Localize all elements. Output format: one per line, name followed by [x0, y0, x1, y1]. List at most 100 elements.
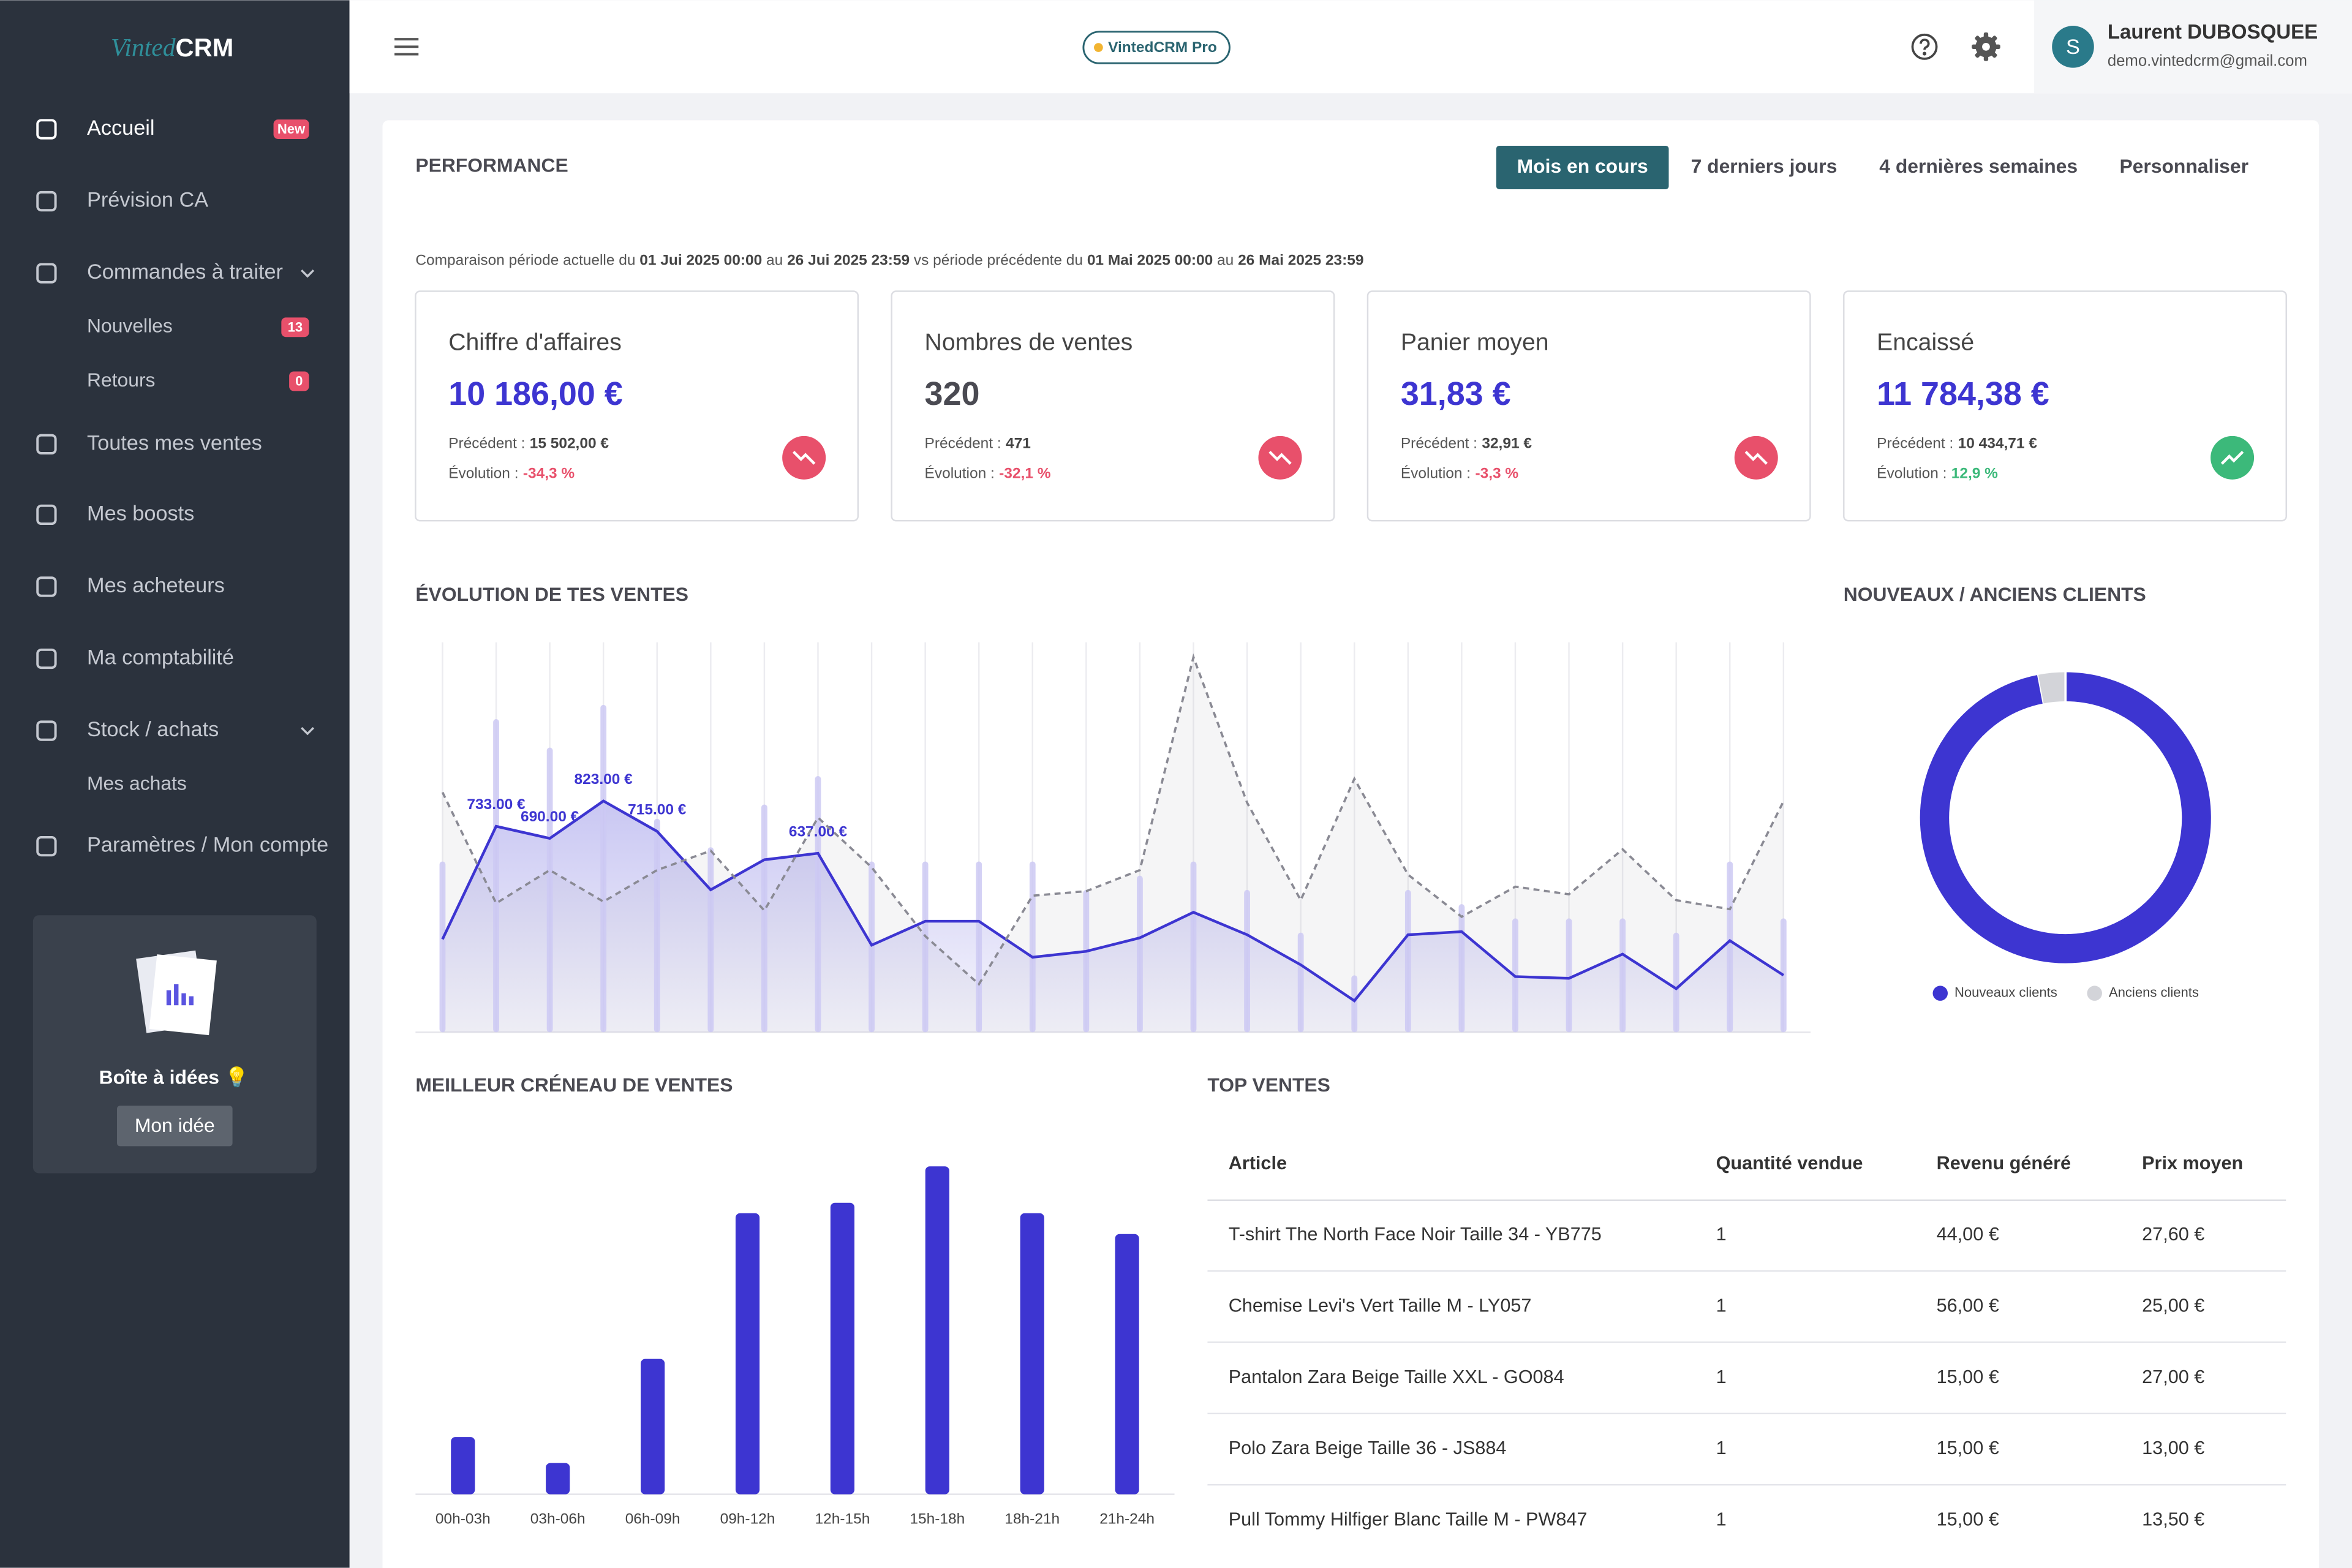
trend-arrow [792, 450, 816, 465]
menu-item[interactable]: Prévision CA [36, 189, 208, 212]
menu-icon [36, 504, 57, 526]
menu-icon [36, 119, 57, 140]
menu-item[interactable]: Nouvelles 13 [87, 315, 309, 337]
idea-button-label[interactable]: Mon idée [135, 1114, 215, 1136]
trend-arrow [1744, 450, 1768, 465]
table-header: Quantité vendue [1716, 1153, 1863, 1174]
tab-active[interactable] [1496, 145, 1669, 189]
user-name: Laurent DUBOSQUEE [2108, 21, 2318, 43]
plan-label: VintedCRM Pro [1108, 39, 1217, 56]
tab[interactable]: Mois en cours [1517, 155, 1648, 177]
menu-item[interactable]: Commandes à traiter [36, 260, 315, 284]
kpi-previous: Précédent : 15 502,00 € [448, 435, 609, 452]
menu-item[interactable]: Ma comptabilité [36, 646, 234, 669]
main-card [382, 120, 2320, 1568]
tab[interactable]: 4 dernières semaines [1879, 155, 2078, 177]
menu-item[interactable]: Mes boosts [36, 502, 194, 526]
comparison-part: 01 Mai 2025 00:00 [1087, 252, 1213, 269]
idea-box [32, 915, 317, 1174]
bar [735, 1213, 760, 1494]
menu-item[interactable]: Toutes mes ventes [36, 431, 262, 454]
x-tick-label: 03h-06h [530, 1511, 586, 1528]
settings-icon[interactable] [1972, 32, 2000, 61]
kpi-evolution-value: -3,3 % [1475, 466, 1518, 482]
avatar[interactable] [2052, 26, 2094, 68]
menu-icon [36, 835, 57, 857]
kpi-evolution-value: -32,1 % [999, 466, 1051, 482]
table-cell: Polo Zara Beige Taille 36 - JS884 [1229, 1438, 1507, 1458]
table-cell: 13,00 € [2142, 1438, 2204, 1458]
menu-icon [36, 263, 57, 284]
table-cell: Pull Tommy Hilfiger Blanc Taille M - PW8… [1229, 1509, 1588, 1530]
bar [976, 861, 982, 1033]
kpi-evolution: Évolution : -32,1 % [925, 466, 1051, 482]
kpi-title: Encaissé [1877, 330, 1974, 356]
logo-brand: Vinted [111, 34, 176, 62]
menu-item[interactable]: Stock / achats [36, 718, 315, 741]
comparison: Comparaison période actuelle du 01 Jui 2… [415, 252, 1363, 269]
legend-item[interactable]: Nouveaux clients [1932, 984, 2057, 1001]
help-icon[interactable] [1911, 33, 1938, 60]
bar [925, 1166, 949, 1494]
menu-item[interactable]: Accueil New [36, 116, 309, 140]
section-title: NOUVEAUX / ANCIENS CLIENTS [1844, 583, 2146, 605]
menu-item[interactable]: Mes achats [87, 772, 187, 794]
bar [1351, 975, 1358, 1033]
menu-label: Nouvelles [87, 315, 173, 337]
x-tick-label: 15h-18h [910, 1511, 965, 1528]
kpi-card [1366, 290, 1811, 522]
kpi-previous-value: 10 434,71 € [1958, 435, 2038, 452]
table-cell: 15,00 € [1937, 1438, 1999, 1458]
idea-illustration [166, 990, 172, 1006]
data-label: 715.00 € [628, 801, 687, 818]
bar [1115, 1234, 1139, 1494]
table-cell: 56,00 € [1937, 1295, 1999, 1316]
menu-badge [273, 119, 309, 139]
bar [600, 704, 607, 1033]
line [441, 799, 1785, 1003]
table-cell: Pantalon Zara Beige Taille XXL - GO084 [1229, 1366, 1564, 1387]
chevron [301, 270, 315, 278]
bar [1190, 861, 1197, 1033]
bar [546, 747, 553, 1033]
menu-item[interactable]: Paramètres / Mon compte [36, 834, 328, 857]
table-cell: 1 [1716, 1366, 1727, 1387]
table-cell: T-shirt The North Face Noir Taille 34 - … [1229, 1224, 1602, 1245]
menu-item[interactable]: Retours 0 [87, 369, 309, 391]
comparison-part: au [762, 252, 787, 269]
tab[interactable]: Personnaliser [2119, 155, 2248, 177]
section-title: MEILLEUR CRÉNEAU DE VENTES [415, 1074, 733, 1096]
user-email: demo.vintedcrm@gmail.com [2108, 53, 2307, 70]
menu-icon [36, 434, 57, 454]
menu-badge-text: 13 [288, 319, 303, 334]
table-cell: 15,00 € [1937, 1366, 1999, 1387]
kpi-previous-label: Précédent : [925, 435, 1001, 452]
bar [707, 847, 714, 1033]
menu-label: Ma comptabilité [87, 646, 234, 669]
menu-label: Stock / achats [87, 718, 219, 741]
plan-dot [1094, 43, 1103, 52]
data-label: 690.00 € [521, 809, 579, 825]
kpi-previous: Précédent : 10 434,71 € [1877, 435, 2037, 452]
trend-arrow [1268, 450, 1292, 465]
menu-label: Toutes mes ventes [87, 431, 262, 454]
menu-item[interactable]: Mes acheteurs [36, 574, 225, 597]
comparison-part: au [1213, 252, 1238, 269]
idea-illustration [181, 993, 186, 1006]
menu-label: Commandes à traiter [87, 260, 283, 284]
idea-button[interactable] [117, 1106, 233, 1147]
data-label: 733.00 € [467, 796, 526, 813]
legend-swatch [2087, 986, 2102, 1001]
hamburger[interactable] [394, 38, 419, 56]
bar [1619, 918, 1626, 1033]
kpi-evolution: Évolution : -34,3 % [448, 466, 575, 482]
legend-item[interactable]: Anciens clients [2087, 984, 2199, 1001]
kpi-evolution-label: Évolution : [1401, 466, 1471, 482]
kpi-title: Nombres de ventes [925, 330, 1133, 356]
bar [451, 1437, 475, 1494]
tab[interactable]: 7 derniers jours [1691, 155, 1838, 177]
table-cell: 1 [1716, 1438, 1727, 1458]
x-tick-label: 06h-09h [625, 1511, 680, 1528]
kpi-value: 11 784,38 € [1877, 375, 2049, 412]
